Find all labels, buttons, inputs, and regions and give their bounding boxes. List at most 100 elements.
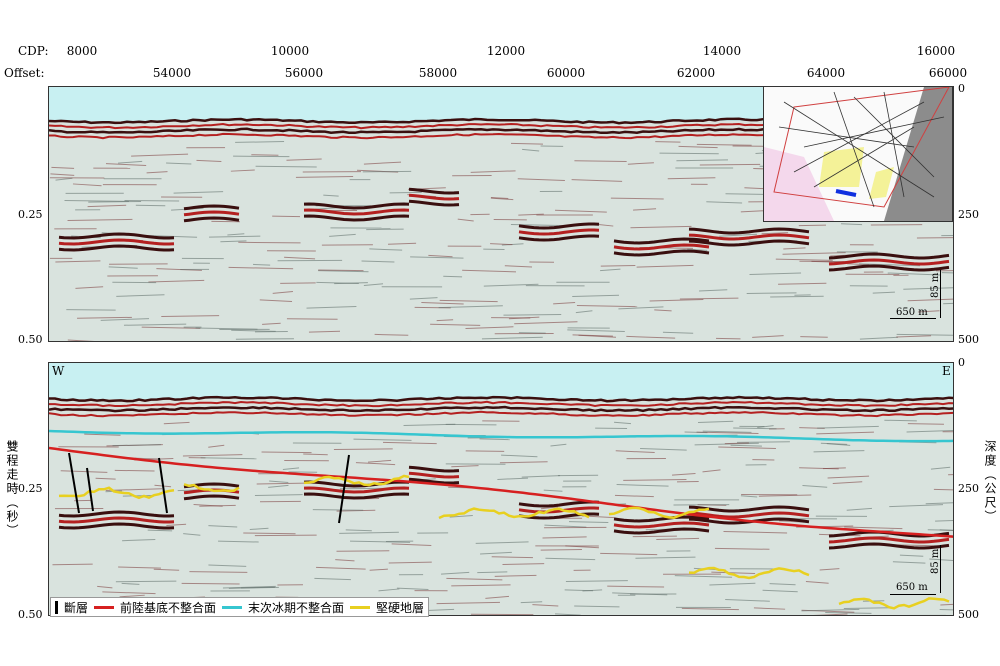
strong-reflector — [303, 486, 410, 494]
reflection-texture — [282, 467, 300, 471]
reflection-texture — [783, 247, 806, 250]
reflection-texture — [428, 254, 453, 258]
reflection-texture — [633, 208, 657, 211]
reflection-texture — [656, 537, 700, 540]
reflection-texture — [284, 256, 316, 260]
reflection-texture — [220, 240, 247, 243]
offset-tick: 62000 — [676, 66, 716, 80]
fault-line — [338, 454, 350, 524]
reflection-texture — [218, 540, 259, 543]
strong-reflector — [183, 494, 240, 501]
reflection-texture — [209, 235, 261, 238]
reflection-texture — [333, 448, 393, 451]
offset-tick: 60000 — [546, 66, 586, 80]
reflection-texture — [859, 263, 921, 267]
reflection-texture — [477, 571, 508, 574]
reflection-texture — [832, 481, 863, 485]
reflection-texture — [600, 268, 621, 272]
reflection-texture — [699, 289, 728, 292]
reflection-texture — [769, 583, 796, 586]
reflection-texture — [465, 326, 514, 330]
reflection-texture — [805, 580, 829, 584]
reflection-texture — [889, 504, 944, 508]
reflection-texture — [614, 421, 632, 425]
strong-reflector — [613, 237, 710, 245]
reflection-texture — [699, 163, 761, 166]
reflection-texture — [131, 153, 189, 157]
reflection-texture — [123, 323, 187, 326]
vertical-scale-label: 85 m — [930, 272, 941, 298]
reflection-texture — [243, 532, 296, 535]
reflection-texture — [51, 166, 75, 169]
reflection-texture — [230, 169, 255, 172]
glacial-unconformity-line — [49, 429, 953, 443]
depth-tick: 500 — [958, 333, 979, 346]
reflection-texture — [802, 484, 828, 488]
seismic-profile-bottom — [48, 362, 954, 616]
reflection-texture — [254, 534, 317, 537]
strong-reflector — [408, 199, 460, 207]
hard-layer-line — [688, 566, 810, 580]
reflection-texture — [694, 442, 759, 446]
reflection-texture — [906, 430, 953, 433]
reflection-texture — [553, 302, 576, 305]
reflection-texture — [630, 225, 692, 229]
reflection-texture — [97, 585, 113, 589]
reflection-texture — [576, 304, 638, 308]
reflection-texture — [724, 442, 749, 445]
reflection-texture — [112, 444, 161, 447]
strong-reflector — [518, 234, 600, 242]
reflection-texture — [323, 194, 339, 197]
reflection-texture — [775, 258, 833, 261]
horizontal-scale-label: 650 m — [896, 582, 928, 593]
reflection-texture — [939, 608, 953, 611]
reflection-texture — [679, 297, 739, 300]
reflection-texture — [261, 451, 312, 454]
strong-reflector — [58, 232, 175, 240]
reflection-texture — [600, 552, 658, 556]
reflection-texture — [222, 585, 276, 589]
reflection-texture — [445, 423, 497, 426]
reflection-texture — [733, 427, 777, 430]
offset-tick: 66000 — [928, 66, 968, 80]
strong-reflector — [828, 252, 950, 260]
seafloor-reflector — [49, 410, 953, 418]
reflection-texture — [702, 469, 721, 473]
offset-tick: 64000 — [806, 66, 846, 80]
reflection-texture — [817, 425, 879, 429]
reflection-texture — [272, 290, 293, 294]
reflection-texture — [762, 589, 798, 593]
reflection-texture — [67, 218, 133, 222]
seafloor-reflector — [49, 395, 953, 403]
reflection-texture — [615, 450, 655, 454]
reflection-texture — [363, 161, 402, 165]
reflection-texture — [119, 594, 145, 598]
reflection-texture — [457, 218, 474, 222]
reflection-texture — [363, 283, 384, 287]
reflection-texture — [388, 561, 432, 564]
reflection-texture — [122, 539, 156, 542]
reflection-texture — [259, 299, 293, 303]
strong-reflector — [518, 500, 600, 508]
reflection-texture — [554, 613, 581, 615]
reflection-texture — [249, 527, 269, 531]
strong-reflector — [688, 511, 810, 519]
reflection-texture — [345, 529, 372, 532]
reflection-texture — [115, 580, 177, 583]
reflection-texture — [339, 531, 399, 534]
reflection-texture — [256, 482, 313, 485]
reflection-texture — [228, 266, 294, 270]
reflection-texture — [723, 531, 788, 534]
reflection-texture — [382, 441, 437, 445]
reflection-texture — [618, 306, 664, 310]
reflection-texture — [550, 443, 567, 447]
reflection-texture — [676, 159, 728, 162]
reflection-texture — [318, 269, 364, 272]
reflection-texture — [181, 582, 240, 585]
reflection-texture — [933, 488, 953, 491]
reflection-texture — [312, 509, 364, 511]
reflection-texture — [702, 430, 752, 433]
time-tick: 0.25 — [18, 482, 43, 495]
reflection-texture — [64, 200, 129, 202]
reflection-texture — [462, 269, 516, 273]
